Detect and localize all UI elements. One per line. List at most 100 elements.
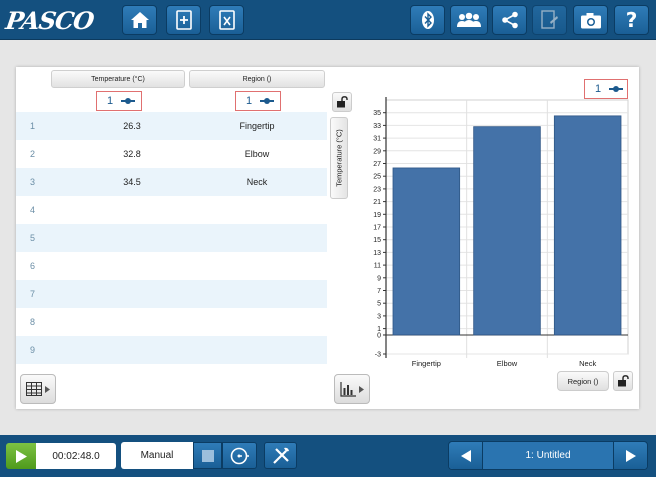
x-tick-label: Neck — [579, 359, 596, 368]
sharing-icon — [457, 12, 481, 27]
y-tick-label: 1 — [377, 326, 381, 333]
play-icon — [15, 449, 27, 463]
share-button[interactable] — [492, 5, 527, 35]
region-cell[interactable]: Neck — [246, 177, 268, 187]
home-icon — [130, 12, 149, 28]
row-index: 5 — [30, 233, 36, 243]
bar-fingertip — [392, 167, 461, 336]
page-title-text: 1: Untitled — [525, 450, 571, 461]
y-tick-label: 19 — [373, 212, 381, 219]
row-index: 2 — [30, 149, 36, 159]
pasco-logo: PASCO — [3, 6, 96, 35]
graph-tools-button[interactable] — [334, 374, 370, 404]
row-index: 1 — [30, 121, 36, 131]
arrow-left-icon — [460, 449, 471, 462]
run-selector-region[interactable]: 1 — [235, 91, 281, 111]
new-experiment-button[interactable] — [166, 5, 201, 35]
column-header-temperature[interactable]: Temperature (°C) — [51, 70, 185, 88]
bar-neck — [553, 115, 622, 336]
y-tick-label: 0 — [377, 332, 381, 339]
table-row[interactable]: 1 26.3 Fingertip — [16, 112, 327, 140]
workspace-panel: Temperature (°C) Region () 1 1 1 26.3 Fi… — [16, 67, 639, 409]
sampling-mode-selector[interactable]: Manual — [121, 442, 193, 469]
y-tick-label: 31 — [373, 136, 381, 143]
temperature-cell[interactable]: 34.5 — [123, 177, 141, 187]
elapsed-time: 00:02:48.0 — [52, 450, 100, 462]
row-index: 8 — [30, 317, 36, 327]
expand-arrow-icon — [359, 385, 364, 393]
page-title[interactable]: 1: Untitled — [483, 442, 613, 469]
graph-run-selector[interactable]: 1 — [584, 79, 628, 99]
close-experiment-button[interactable] — [209, 5, 244, 35]
row-index: 6 — [30, 261, 36, 271]
run-marker-icon — [121, 98, 136, 104]
table-row[interactable]: 3 34.5 Neck — [16, 168, 327, 196]
page-navigator: 1: Untitled — [448, 441, 648, 470]
bar-chart[interactable]: -301357911131517192123252729313335Finger… — [16, 67, 639, 368]
y-tick-label: 35 — [373, 110, 381, 117]
table-row[interactable]: 8 — [16, 308, 327, 336]
region-cell[interactable]: Fingertip — [239, 121, 275, 131]
row-index: 4 — [30, 205, 36, 215]
table-row[interactable]: 6 — [16, 252, 327, 280]
table-row[interactable]: 7 — [16, 280, 327, 308]
x-axis-label-button[interactable]: Region () — [557, 371, 609, 391]
snapshot-button[interactable] — [573, 5, 608, 35]
start-button[interactable] — [6, 443, 36, 469]
y-tick-label: 29 — [373, 148, 381, 155]
tools-icon — [272, 447, 289, 464]
temperature-cell[interactable]: 26.3 — [123, 121, 141, 131]
table-row[interactable]: 9 — [16, 336, 327, 364]
temperature-cell[interactable]: 32.8 — [123, 149, 141, 159]
table-row[interactable]: 5 — [16, 224, 327, 252]
y-axis-label-button[interactable]: Temperature (°C) — [330, 117, 348, 199]
table-row[interactable]: 2 32.8 Elbow — [16, 140, 327, 168]
y-tick-label: 17 — [373, 225, 381, 232]
run-marker-icon — [260, 98, 275, 104]
run-number: 1 — [246, 95, 253, 107]
y-tick-label: 15 — [373, 237, 381, 244]
column-header-region[interactable]: Region () — [189, 70, 325, 88]
y-axis-lock-button[interactable] — [332, 92, 352, 112]
journal-button[interactable] — [532, 5, 567, 35]
journal-icon — [540, 10, 558, 29]
home-button[interactable] — [122, 5, 157, 35]
y-tick-label: 11 — [374, 263, 381, 270]
x-axis-lock-button[interactable] — [613, 371, 633, 391]
bar-elbow — [473, 126, 541, 336]
y-tick-label: 9 — [377, 275, 381, 282]
help-icon: ? — [625, 8, 638, 32]
unlock-icon — [337, 96, 348, 108]
arrow-right-icon — [625, 449, 636, 462]
bluetooth-icon — [421, 11, 434, 29]
y-tick-label: 7 — [377, 288, 381, 295]
expand-arrow-icon — [45, 385, 50, 393]
next-page-button[interactable] — [613, 442, 647, 469]
y-tick-label: 21 — [373, 199, 381, 206]
bar-graph-icon — [340, 381, 356, 397]
run-number: 1 — [107, 95, 114, 107]
keep-sample-button[interactable] — [193, 442, 222, 469]
table-tools-button[interactable] — [20, 374, 56, 404]
y-tick-label: 5 — [377, 301, 381, 308]
timer-icon — [230, 447, 249, 464]
close-file-icon — [218, 10, 235, 30]
row-index: 7 — [30, 289, 36, 299]
help-button[interactable]: ? — [614, 5, 649, 35]
new-file-icon — [175, 10, 192, 30]
row-index: 3 — [30, 177, 36, 187]
x-axis-label: Region () — [567, 376, 599, 386]
table-icon — [26, 382, 42, 396]
bluetooth-button[interactable] — [410, 5, 445, 35]
region-cell[interactable]: Elbow — [244, 149, 270, 159]
table-row[interactable]: 4 — [16, 196, 327, 224]
x-tick-label: Fingertip — [412, 359, 441, 368]
timing-options-button[interactable] — [222, 442, 257, 469]
x-tick-label: Elbow — [497, 359, 518, 368]
run-selector-temperature[interactable]: 1 — [96, 91, 142, 111]
share-icon — [501, 11, 518, 29]
stop-icon — [201, 449, 214, 462]
sharing-button[interactable] — [450, 5, 488, 35]
tools-button[interactable] — [264, 442, 297, 469]
previous-page-button[interactable] — [449, 442, 483, 469]
